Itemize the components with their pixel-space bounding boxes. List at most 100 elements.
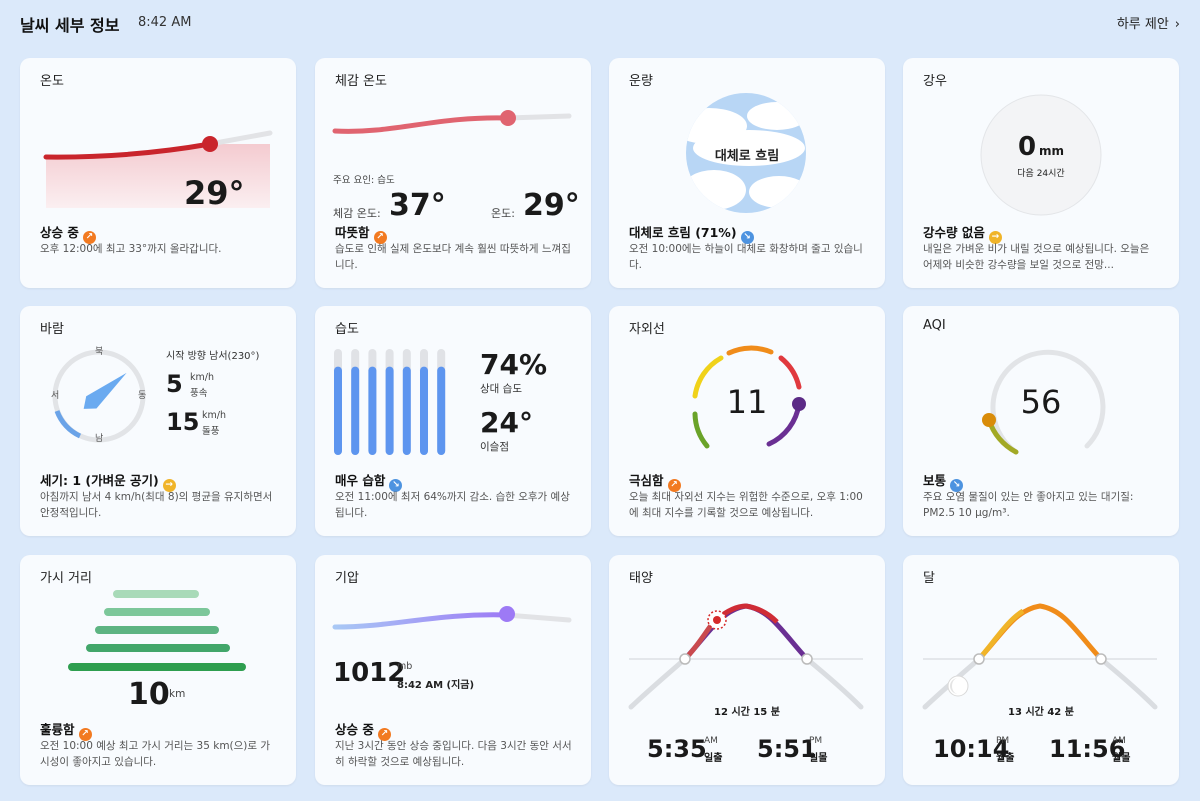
- card-title: 습도: [335, 322, 359, 337]
- card-title: 자외선: [629, 322, 665, 337]
- feels-value: 37°: [389, 188, 446, 223]
- visibility-unit: km: [169, 688, 186, 700]
- status-text: 매우 습함 ↘: [335, 470, 403, 492]
- moonset-ampm: AM: [1112, 736, 1126, 746]
- aqi-value: 56: [1020, 383, 1062, 421]
- temp-value: 29°: [523, 188, 580, 223]
- rain-unit: mm: [1039, 144, 1065, 158]
- pressure-card[interactable]: 기압 1012 mb 8:42 AM (지금) 상승 중 ↗ 지난 3시간 동안 …: [315, 555, 591, 785]
- moon-phase-shadow: [950, 678, 958, 694]
- status-label: 매우 습함: [335, 473, 386, 488]
- uv-value: 11: [726, 383, 768, 421]
- description: 습도로 인해 실제 온도보다 계속 훨씬 따뜻하게 느껴집니다.: [335, 243, 571, 271]
- cloud-cover-card[interactable]: 운량 대체로 흐림 대체로 흐림 (71%) ↘ 오전 10:00에는 하늘이 대…: [609, 58, 885, 288]
- card-title: 기압: [335, 571, 359, 586]
- temperature-graph: [43, 130, 273, 208]
- wind-speed-label: 풍속: [190, 388, 208, 399]
- temp-label: 온도:: [491, 207, 515, 220]
- wind-card[interactable]: 바람 북 동 남 서 시작 방향 남서(230°) 5 km/h 풍속 15 k…: [20, 306, 296, 536]
- day-suggestion-link[interactable]: 하루 제안 ›: [1117, 13, 1180, 32]
- uv-segment-high: [726, 345, 774, 356]
- compass-range: [54, 410, 82, 439]
- compass-north: 북: [95, 347, 104, 357]
- pressure-graph: [332, 606, 572, 630]
- compass-west: 서: [51, 391, 60, 401]
- moonrise-ampm: PM: [996, 736, 1010, 746]
- wind-direction-arrow: [83, 372, 127, 409]
- page-title: 날씨 세부 정보: [20, 16, 120, 35]
- sun-arc: [628, 603, 864, 710]
- status-text: 훌륭함 ↗: [40, 719, 92, 741]
- moon-arc: [922, 603, 1158, 710]
- uv-index-card[interactable]: 자외선 11 극심함 ↗ 오늘 최대 자외선 지수는 위험한 수준으로, 오후 1…: [609, 306, 885, 536]
- humidity-card[interactable]: 습도 74% 상대 습도 24° 이슬점 매우 습함 ↘ 오전 11:00에 최저…: [315, 306, 591, 536]
- sunrise-label: 일출: [704, 753, 723, 764]
- visibility-pyramid: [68, 590, 246, 671]
- trend-down-icon: ↘: [950, 479, 964, 492]
- description: 오전 11:00에 최저 64%까지 감소. 습한 오후가 예상됩니다.: [335, 491, 570, 519]
- card-title: 바람: [40, 322, 64, 337]
- precipitation-value: 0 mm: [903, 132, 1179, 162]
- main-factor: 주요 요인: 습도: [333, 175, 395, 186]
- temperature-marker: [202, 136, 218, 152]
- card-title: AQI: [923, 318, 946, 333]
- feels-future-line: [505, 113, 572, 121]
- dew-point-value: 24°: [480, 406, 533, 439]
- moon-card[interactable]: 달 13 시간 42 분 10:14 PM 월출 11:56 AM 월몰: [903, 555, 1179, 785]
- status-text: 보통 ↘: [923, 470, 964, 492]
- pressure-time: 8:42 AM (지금): [397, 680, 475, 691]
- temperature-card[interactable]: 온도 29° 상승 중 ↗ 오후 12:00에 최고 33°까지 올라갑니다.: [20, 58, 296, 288]
- night-arc-right: [804, 656, 864, 710]
- visibility-card[interactable]: 가시 거리 10 km 훌륭함 ↗ 오전 10:00 예상 최고 가시 거리는 3…: [20, 555, 296, 785]
- compass-east: 동: [138, 391, 147, 401]
- sunset-label: 일몰: [809, 753, 828, 764]
- description: 오전 10:00 예상 최고 가시 거리는 35 km(으)로 가시성이 좋아지…: [40, 740, 271, 768]
- card-title: 운량: [629, 74, 653, 89]
- sunset-point: [801, 653, 813, 665]
- pressure-marker: [499, 606, 515, 622]
- status-label: 상승 중: [335, 722, 374, 737]
- sunrise-point: [679, 653, 691, 665]
- moon-night-arc-right: [1098, 656, 1158, 710]
- status-text: 극심함 ↗: [629, 470, 681, 492]
- status-text: 세기: 1 (가벼운 공기) →: [40, 470, 176, 492]
- sunset-ampm: PM: [809, 736, 823, 746]
- pressure-unit: mb: [397, 661, 413, 672]
- feels-like-card[interactable]: 체감 온도 주요 요인: 습도 체감 온도: 37° 온도: 29° 따뜻함 ↗ …: [315, 58, 591, 288]
- uv-marker: [792, 397, 806, 411]
- aqi-card[interactable]: AQI 56 보통 ↘ 주요 오염 물질이 있는 안 좋아지고 있는 대기질: P…: [903, 306, 1179, 536]
- aqi-gauge: [982, 349, 1106, 455]
- status-text: 상승 중 ↗: [40, 222, 96, 244]
- precipitation-circle: [980, 94, 1102, 216]
- card-title: 달: [923, 571, 935, 586]
- cloud-center-label: 대체로 흐림: [714, 149, 780, 164]
- description: 아침까지 남서 4 km/h(최대 8)의 평균을 유지하면서 안정적입니다.: [40, 491, 273, 519]
- moonrise-label: 월출: [996, 753, 1015, 764]
- moonrise-point: [973, 653, 985, 665]
- uv-gauge: [692, 345, 806, 449]
- dew-point-label: 이슬점: [480, 441, 509, 453]
- pressure-value: 1012: [333, 658, 406, 688]
- status-label: 훌륭함: [40, 722, 75, 737]
- card-title: 체감 온도: [335, 74, 387, 89]
- feels-marker: [500, 110, 516, 126]
- trend-up-icon: ↗: [373, 231, 387, 244]
- uv-segment-low: [692, 411, 710, 449]
- moonset-time: 11:56: [1049, 735, 1126, 763]
- card-title: 강우: [923, 74, 947, 89]
- compass-south: 남: [95, 434, 104, 444]
- visibility-value: 10: [128, 677, 170, 712]
- description: 주요 오염 물질이 있는 안 좋아지고 있는 대기질: PM2.5 10 µg/…: [923, 491, 1134, 519]
- moon-day-arc: [977, 603, 1103, 661]
- wind-gust-label: 돌풍: [202, 426, 220, 437]
- card-title: 태양: [629, 571, 653, 586]
- humidity-value: 74%: [480, 348, 548, 381]
- card-title: 가시 거리: [40, 571, 92, 586]
- trend-up-icon: ↗: [78, 728, 92, 741]
- precipitation-card[interactable]: 강우 0 mm 다음 24시간 강수량 없음 → 내일은 가벼운 비가 내릴 것으로…: [903, 58, 1179, 288]
- moonset-point: [1095, 653, 1107, 665]
- sun-card[interactable]: 태양 12 시간 15 분 5:35 AM 일출 5:51 PM 일몰: [609, 555, 885, 785]
- header: 날씨 세부 정보 8:42 AM 하루 제안 ›: [20, 12, 1180, 36]
- status-label: 극심함: [629, 473, 664, 488]
- wind-gust: 15: [166, 408, 200, 436]
